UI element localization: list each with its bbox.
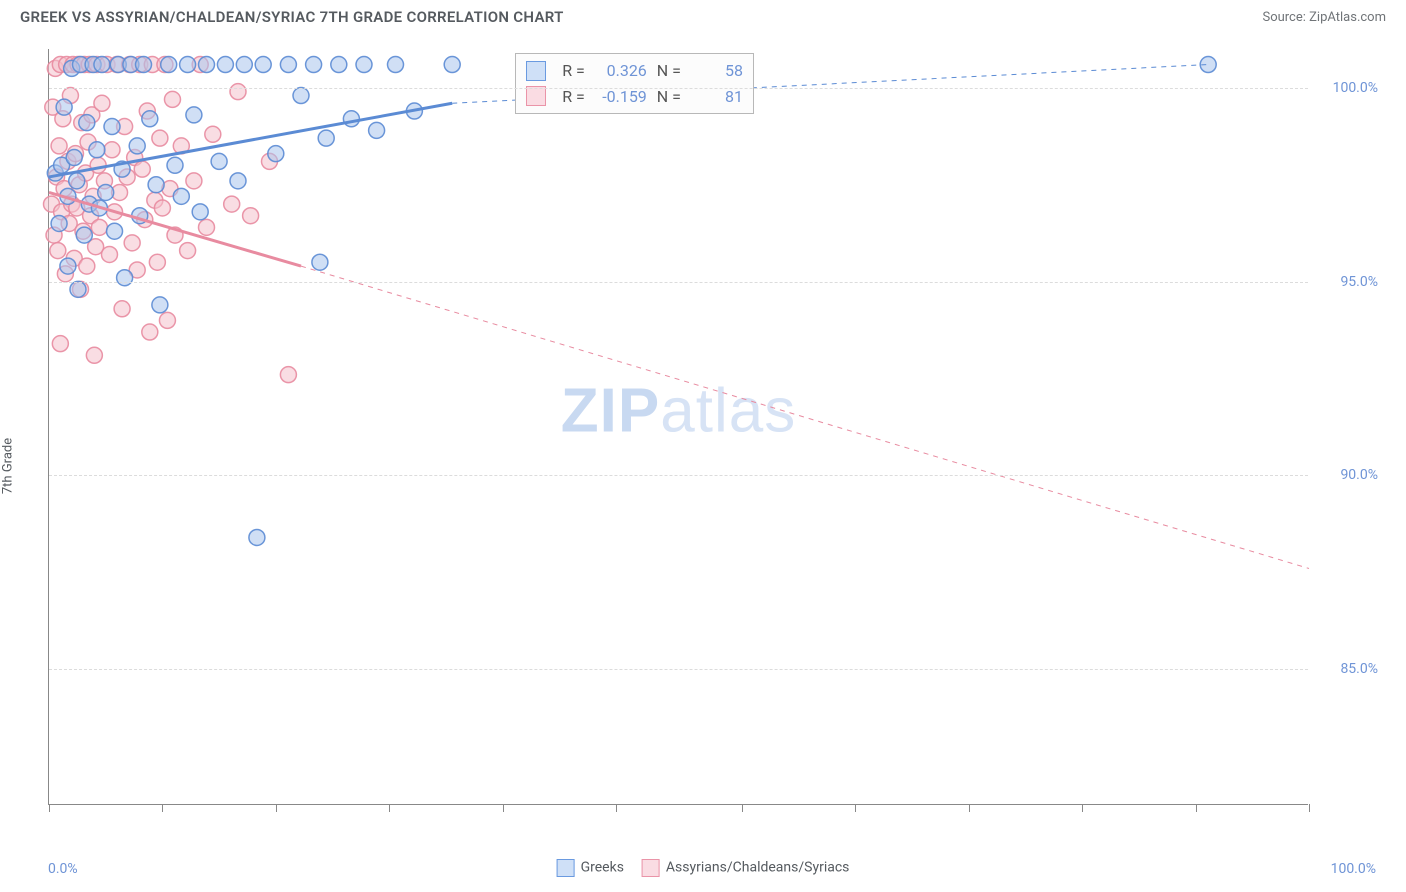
- legend: Greeks Assyrians/Chaldeans/Syriacs: [557, 859, 850, 877]
- y-tick-label: 100.0%: [1318, 80, 1378, 96]
- y-tick-label: 90.0%: [1318, 467, 1378, 483]
- correlation-box: R = 0.326 N = 58 R = -0.159 N = 81: [515, 53, 754, 114]
- y-tick-label: 85.0%: [1318, 661, 1378, 677]
- chart-area: 7th Grade ZIPatlas R = 0.326 N = 58 R = …: [0, 40, 1406, 892]
- legend-item-series2: Assyrians/Chaldeans/Syriacs: [642, 859, 849, 877]
- square-icon: [526, 86, 546, 106]
- square-icon: [642, 859, 660, 877]
- scatter-svg: [49, 49, 1308, 804]
- y-tick-label: 95.0%: [1318, 274, 1378, 290]
- square-icon: [557, 859, 575, 877]
- y-axis-label: 7th Grade: [1, 438, 16, 494]
- source-label: Source: ZipAtlas.com: [1262, 10, 1386, 25]
- x-max-label: 100.0%: [1331, 861, 1376, 877]
- legend-item-series1: Greeks: [557, 859, 624, 877]
- corr-row-series1: R = 0.326 N = 58: [526, 58, 743, 84]
- plot-region: ZIPatlas R = 0.326 N = 58 R = -0.159 N =…: [48, 49, 1308, 805]
- x-min-label: 0.0%: [48, 861, 78, 877]
- chart-title: GREEK VS ASSYRIAN/CHALDEAN/SYRIAC 7TH GR…: [20, 8, 564, 26]
- square-icon: [526, 61, 546, 81]
